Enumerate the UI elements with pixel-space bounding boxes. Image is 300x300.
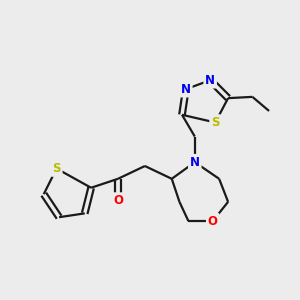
Text: O: O [113, 194, 123, 207]
Text: S: S [211, 116, 220, 129]
Text: N: N [190, 156, 200, 169]
Text: O: O [208, 214, 218, 228]
Text: N: N [205, 74, 215, 87]
Text: N: N [181, 83, 191, 96]
Text: S: S [52, 162, 61, 175]
